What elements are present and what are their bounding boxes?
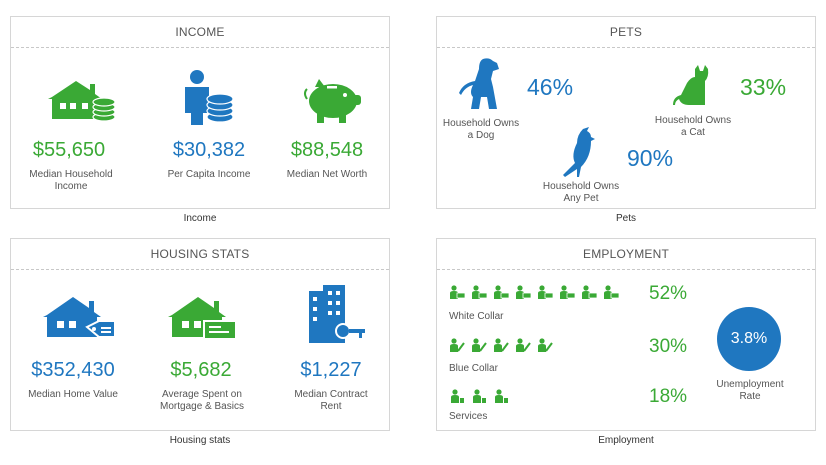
- median-net-worth-value: $88,548: [290, 139, 364, 161]
- housing-title: HOUSING STATS: [11, 239, 389, 270]
- blue-collar-worker-icon: [449, 338, 465, 352]
- employment-panel: EMPLOYMENT 52% White Collar 30% Blue Col…: [436, 238, 816, 431]
- median-contract-rent-label: Median Contract Rent: [294, 389, 368, 412]
- per-capita-income-label: Per Capita Income: [167, 169, 251, 180]
- per-capita-income-value: $30,382: [172, 139, 246, 161]
- any-pet-label: Household Owns Any Pet: [542, 181, 620, 204]
- blue-collar-percent: 30%: [649, 336, 688, 357]
- services-label: Services: [449, 411, 488, 422]
- unemployment-rate-label: Unemployment Rate: [716, 379, 784, 402]
- service-worker-icon: [449, 389, 465, 403]
- white-collar-worker-icon: [449, 285, 466, 299]
- blue-collar-worker-icon: [471, 338, 487, 352]
- housing-caption: Housing stats: [169, 435, 231, 446]
- services-percent: 18%: [649, 386, 688, 407]
- white-collar-label: White Collar: [449, 311, 504, 322]
- dog-icon: [459, 57, 505, 111]
- dog-percent: 46%: [527, 74, 574, 100]
- cat-percent: 33%: [740, 74, 787, 100]
- median-net-worth-label: Median Net Worth: [286, 169, 368, 180]
- dog-label: Household Owns a Dog: [442, 118, 520, 141]
- blue-collar-icons: [449, 338, 553, 352]
- white-collar-percent: 52%: [649, 283, 688, 304]
- house-coins-icon: [46, 75, 118, 123]
- blue-collar-worker-icon: [493, 338, 509, 352]
- cat-icon: [673, 65, 713, 107]
- income-title: INCOME: [11, 17, 389, 48]
- house-check-icon: [166, 291, 242, 343]
- median-home-value-label: Median Home Value: [28, 389, 118, 400]
- income-caption: Income: [183, 213, 217, 224]
- white-collar-worker-icon: [603, 285, 620, 299]
- income-panel: INCOME: [10, 16, 390, 209]
- employment-title: EMPLOYMENT: [437, 239, 815, 270]
- white-collar-icons: [449, 285, 620, 299]
- median-household-income-value: $55,650: [32, 139, 106, 161]
- pets-caption: Pets: [615, 213, 636, 224]
- blue-collar-worker-icon: [537, 338, 553, 352]
- employment-caption: Employment: [598, 435, 654, 446]
- person-coins-icon: [177, 69, 237, 127]
- building-key-icon: [303, 285, 367, 345]
- cat-label: Household Owns a Cat: [654, 115, 732, 138]
- mortgage-basics-label: Average Spent on Mortgage & Basics: [160, 389, 244, 412]
- white-collar-worker-icon: [471, 285, 488, 299]
- white-collar-worker-icon: [559, 285, 576, 299]
- white-collar-worker-icon: [493, 285, 510, 299]
- pets-panel: PETS 46% Household Owns a Dog 33% Househ…: [436, 16, 816, 209]
- white-collar-worker-icon: [515, 285, 532, 299]
- bird-icon: [561, 127, 597, 179]
- pets-title: PETS: [437, 17, 815, 48]
- house-tag-icon: [41, 291, 117, 343]
- piggy-bank-icon: [301, 77, 367, 125]
- housing-panel: HOUSING STATS: [10, 238, 390, 431]
- mortgage-basics-value: $5,682: [170, 359, 232, 381]
- service-worker-icon: [471, 389, 487, 403]
- service-worker-icon: [493, 389, 509, 403]
- any-pet-percent: 90%: [627, 145, 674, 171]
- white-collar-worker-icon: [537, 285, 554, 299]
- median-household-income-label: Median Household Income: [29, 169, 113, 192]
- services-icons: [449, 389, 509, 403]
- white-collar-worker-icon: [581, 285, 598, 299]
- unemployment-rate-badge: 3.8%: [717, 307, 781, 371]
- median-home-value: $352,430: [31, 359, 115, 381]
- blue-collar-worker-icon: [515, 338, 531, 352]
- median-contract-rent-value: $1,227: [300, 359, 362, 381]
- blue-collar-label: Blue Collar: [449, 363, 498, 374]
